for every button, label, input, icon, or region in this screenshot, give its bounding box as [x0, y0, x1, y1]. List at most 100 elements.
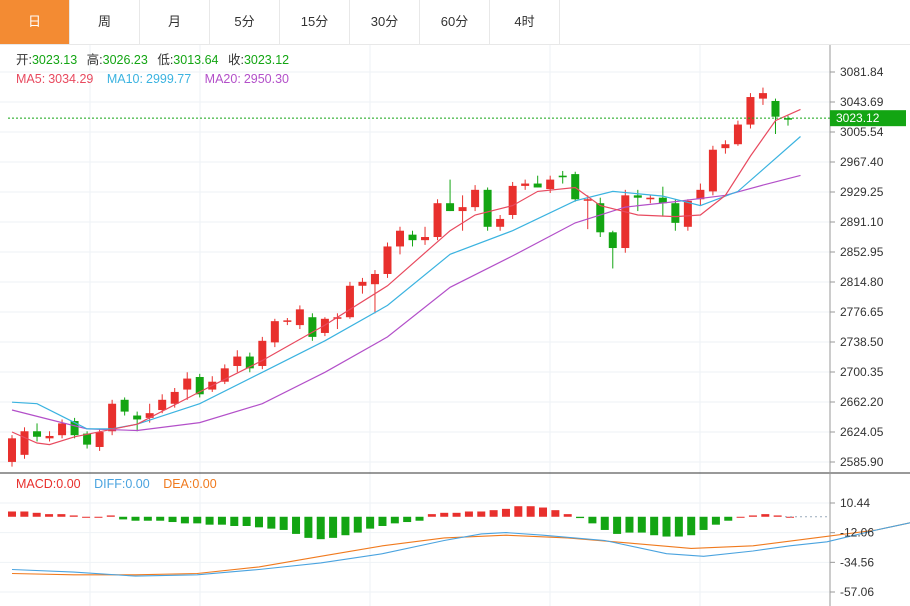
macd-label: MACD:: [16, 477, 56, 491]
diff-label: DIFF:: [94, 477, 125, 491]
macd-bar: [267, 516, 276, 529]
macd-bar: [650, 516, 659, 536]
candle-body: [308, 317, 317, 337]
macd-bar: [168, 516, 177, 523]
candle-body: [120, 399, 129, 412]
macd-bar: [32, 512, 41, 517]
close-label: 收:: [228, 53, 244, 67]
candle-body: [583, 199, 592, 201]
macd-bar: [156, 516, 165, 521]
macd-bar: [94, 516, 103, 518]
candle-body: [483, 189, 492, 227]
macd-bar: [600, 516, 609, 530]
candle-body: [383, 246, 392, 274]
macd-bar: [662, 516, 671, 537]
macd-tick-label: 10.44: [840, 496, 870, 510]
price-tick-label: 2662.20: [840, 395, 884, 409]
candle-body: [58, 423, 67, 436]
macd-bar: [687, 516, 696, 536]
candle-body: [708, 149, 717, 192]
candle-body: [671, 203, 680, 223]
macd-bar: [477, 511, 486, 517]
macd-bar: [736, 516, 745, 518]
price-tick-label: 2852.95: [840, 245, 884, 259]
candle-body: [133, 415, 142, 420]
high-label: 高:: [87, 52, 103, 67]
macd-bar: [230, 516, 239, 526]
macd-bar: [366, 516, 375, 529]
candle-body: [83, 433, 92, 445]
candle-body: [195, 376, 204, 395]
ma5-line: [11, 108, 801, 446]
low-label: 低:: [157, 53, 173, 67]
price-axis: 3081.84 3043.69 3005.54 2967.40 2929.25 2891.…: [830, 65, 884, 599]
macd-bar: [464, 511, 473, 517]
macd-bar: [106, 515, 115, 517]
macd-bar: [699, 516, 708, 530]
candle-body: [696, 189, 705, 200]
candle-body: [746, 97, 755, 125]
candle-body: [646, 197, 655, 200]
candle-body: [784, 118, 792, 120]
macd-bar: [45, 514, 54, 517]
macd-tick-label: -34.56: [840, 555, 874, 569]
macd-bar: [205, 516, 214, 525]
candle-body: [233, 356, 242, 366]
tab-month[interactable]: 月: [140, 0, 210, 44]
macd-bar: [539, 507, 548, 517]
macd-bar: [217, 516, 226, 525]
tab-5min[interactable]: 5分: [210, 0, 280, 44]
macd-bar: [8, 511, 16, 517]
macd-bar: [292, 516, 301, 534]
open-label: 开:: [16, 53, 32, 67]
candle-body: [458, 207, 467, 212]
macd-bar: [576, 516, 585, 519]
macd-bar: [724, 516, 733, 521]
candle-body: [621, 195, 630, 249]
macd-bar: [57, 514, 66, 517]
macd-bar: [143, 516, 152, 521]
price-tick-label: 3005.54: [840, 125, 884, 139]
tab-30min[interactable]: 30分: [350, 0, 420, 44]
macd-bar: [242, 516, 251, 526]
dea-line: [11, 522, 910, 576]
last-price-tag: [830, 110, 906, 127]
candle-body: [396, 230, 404, 247]
last-price-value: 3023.12: [836, 111, 880, 125]
candle-body: [546, 179, 555, 190]
macd-bar: [415, 516, 424, 521]
tab-15min[interactable]: 15分: [280, 0, 350, 44]
tab-4hour[interactable]: 4时: [490, 0, 560, 44]
price-tick-label: 2585.90: [840, 455, 884, 469]
macd-bar: [193, 516, 202, 524]
macd-bar: [526, 506, 535, 517]
tab-60min[interactable]: 60分: [420, 0, 490, 44]
macd-bar: [329, 516, 338, 538]
price-tick-label: 3081.84: [840, 65, 884, 79]
candle-body: [683, 200, 692, 227]
candle-body: [471, 189, 480, 208]
candle-body: [658, 197, 667, 204]
candle-body: [333, 317, 342, 319]
candle-body: [358, 281, 367, 286]
diff-value: 0.00: [125, 477, 149, 491]
macd-bar: [180, 516, 189, 524]
macd-bar: [711, 516, 720, 525]
tab-day[interactable]: 日: [0, 0, 70, 44]
macd-bar: [489, 510, 498, 517]
ohlc-readout: 开:3023.13 高:3026.23 低:3013.64 收:3023.12: [16, 52, 289, 67]
chart-grid: [0, 45, 910, 606]
candle-body: [295, 309, 304, 326]
candle-body: [733, 124, 742, 145]
price-tick-label: 2891.10: [840, 215, 884, 229]
price-tick-label: 2776.65: [840, 305, 884, 319]
candle-body: [183, 378, 192, 390]
candle-body: [496, 218, 505, 227]
dea-label: DEA:: [163, 477, 192, 491]
tab-week[interactable]: 周: [70, 0, 140, 44]
candle-body: [758, 93, 767, 99]
candle-body: [145, 413, 154, 418]
candle-body: [721, 144, 730, 149]
moving-average-lines: [11, 108, 801, 446]
candle-body: [771, 100, 780, 117]
